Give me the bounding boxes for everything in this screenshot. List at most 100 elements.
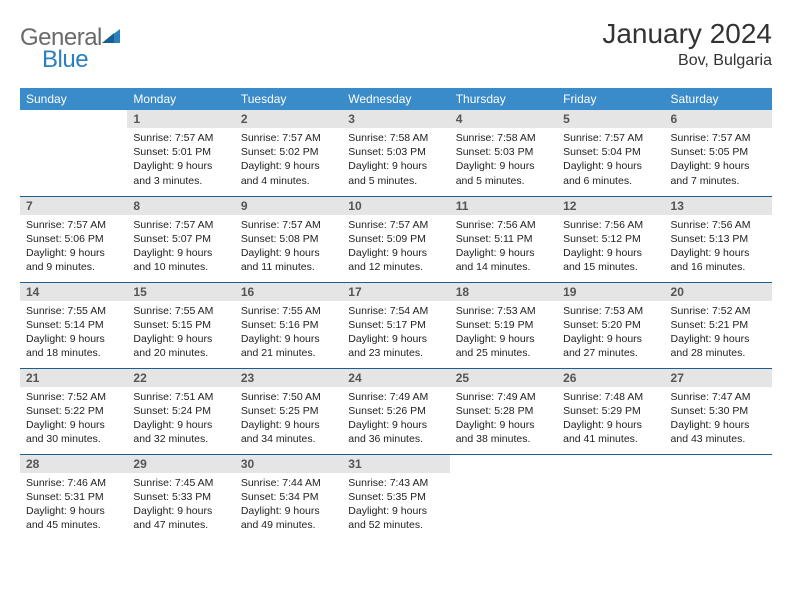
day-number: 7 (20, 197, 127, 215)
calendar-day-cell: 11Sunrise: 7:56 AMSunset: 5:11 PMDayligh… (450, 196, 557, 282)
day-number: 28 (20, 455, 127, 473)
day-number: 4 (450, 110, 557, 128)
day-details: Sunrise: 7:52 AMSunset: 5:21 PMDaylight:… (665, 301, 772, 365)
day-details: Sunrise: 7:57 AMSunset: 5:04 PMDaylight:… (557, 128, 664, 192)
day-number: 27 (665, 369, 772, 387)
day-number: 25 (450, 369, 557, 387)
day-number: 6 (665, 110, 772, 128)
day-number: 9 (235, 197, 342, 215)
day-number: 14 (20, 283, 127, 301)
day-details: Sunrise: 7:44 AMSunset: 5:34 PMDaylight:… (235, 473, 342, 537)
day-number: 26 (557, 369, 664, 387)
day-details: Sunrise: 7:48 AMSunset: 5:29 PMDaylight:… (557, 387, 664, 451)
calendar-day-cell (20, 110, 127, 196)
weekday-header: Wednesday (342, 88, 449, 110)
calendar-day-cell: 8Sunrise: 7:57 AMSunset: 5:07 PMDaylight… (127, 196, 234, 282)
day-details: Sunrise: 7:56 AMSunset: 5:13 PMDaylight:… (665, 215, 772, 279)
day-details: Sunrise: 7:57 AMSunset: 5:09 PMDaylight:… (342, 215, 449, 279)
day-number: 31 (342, 455, 449, 473)
day-details: Sunrise: 7:45 AMSunset: 5:33 PMDaylight:… (127, 473, 234, 537)
day-details: Sunrise: 7:53 AMSunset: 5:20 PMDaylight:… (557, 301, 664, 365)
day-number: 23 (235, 369, 342, 387)
calendar-day-cell: 31Sunrise: 7:43 AMSunset: 5:35 PMDayligh… (342, 454, 449, 540)
day-details: Sunrise: 7:54 AMSunset: 5:17 PMDaylight:… (342, 301, 449, 365)
day-details: Sunrise: 7:49 AMSunset: 5:28 PMDaylight:… (450, 387, 557, 451)
calendar-day-cell: 21Sunrise: 7:52 AMSunset: 5:22 PMDayligh… (20, 368, 127, 454)
calendar-day-cell: 16Sunrise: 7:55 AMSunset: 5:16 PMDayligh… (235, 282, 342, 368)
weekday-header: Monday (127, 88, 234, 110)
day-number: 20 (665, 283, 772, 301)
calendar-day-cell: 24Sunrise: 7:49 AMSunset: 5:26 PMDayligh… (342, 368, 449, 454)
day-details: Sunrise: 7:55 AMSunset: 5:16 PMDaylight:… (235, 301, 342, 365)
day-number: 22 (127, 369, 234, 387)
calendar-day-cell: 3Sunrise: 7:58 AMSunset: 5:03 PMDaylight… (342, 110, 449, 196)
day-number: 17 (342, 283, 449, 301)
calendar-day-cell: 10Sunrise: 7:57 AMSunset: 5:09 PMDayligh… (342, 196, 449, 282)
day-number: 19 (557, 283, 664, 301)
day-number: 5 (557, 110, 664, 128)
calendar-week-row: 1Sunrise: 7:57 AMSunset: 5:01 PMDaylight… (20, 110, 772, 196)
calendar-day-cell: 7Sunrise: 7:57 AMSunset: 5:06 PMDaylight… (20, 196, 127, 282)
calendar-header-row: SundayMondayTuesdayWednesdayThursdayFrid… (20, 88, 772, 110)
calendar-week-row: 14Sunrise: 7:55 AMSunset: 5:14 PMDayligh… (20, 282, 772, 368)
day-details: Sunrise: 7:50 AMSunset: 5:25 PMDaylight:… (235, 387, 342, 451)
calendar-week-row: 7Sunrise: 7:57 AMSunset: 5:06 PMDaylight… (20, 196, 772, 282)
day-details: Sunrise: 7:57 AMSunset: 5:05 PMDaylight:… (665, 128, 772, 192)
calendar-day-cell: 2Sunrise: 7:57 AMSunset: 5:02 PMDaylight… (235, 110, 342, 196)
day-number: 24 (342, 369, 449, 387)
day-details: Sunrise: 7:51 AMSunset: 5:24 PMDaylight:… (127, 387, 234, 451)
calendar-day-cell: 15Sunrise: 7:55 AMSunset: 5:15 PMDayligh… (127, 282, 234, 368)
calendar-day-cell: 19Sunrise: 7:53 AMSunset: 5:20 PMDayligh… (557, 282, 664, 368)
day-details: Sunrise: 7:46 AMSunset: 5:31 PMDaylight:… (20, 473, 127, 537)
day-number: 8 (127, 197, 234, 215)
weekday-header: Thursday (450, 88, 557, 110)
day-number: 2 (235, 110, 342, 128)
day-details: Sunrise: 7:55 AMSunset: 5:15 PMDaylight:… (127, 301, 234, 365)
day-number: 30 (235, 455, 342, 473)
day-details: Sunrise: 7:56 AMSunset: 5:12 PMDaylight:… (557, 215, 664, 279)
calendar-day-cell: 30Sunrise: 7:44 AMSunset: 5:34 PMDayligh… (235, 454, 342, 540)
day-details: Sunrise: 7:57 AMSunset: 5:07 PMDaylight:… (127, 215, 234, 279)
day-details: Sunrise: 7:57 AMSunset: 5:01 PMDaylight:… (127, 128, 234, 192)
day-number: 11 (450, 197, 557, 215)
day-number: 29 (127, 455, 234, 473)
day-details: Sunrise: 7:52 AMSunset: 5:22 PMDaylight:… (20, 387, 127, 451)
calendar-day-cell: 12Sunrise: 7:56 AMSunset: 5:12 PMDayligh… (557, 196, 664, 282)
day-details: Sunrise: 7:56 AMSunset: 5:11 PMDaylight:… (450, 215, 557, 279)
calendar-day-cell (665, 454, 772, 540)
calendar-day-cell: 9Sunrise: 7:57 AMSunset: 5:08 PMDaylight… (235, 196, 342, 282)
day-details: Sunrise: 7:49 AMSunset: 5:26 PMDaylight:… (342, 387, 449, 451)
calendar-day-cell: 26Sunrise: 7:48 AMSunset: 5:29 PMDayligh… (557, 368, 664, 454)
calendar-day-cell: 20Sunrise: 7:52 AMSunset: 5:21 PMDayligh… (665, 282, 772, 368)
calendar-day-cell: 23Sunrise: 7:50 AMSunset: 5:25 PMDayligh… (235, 368, 342, 454)
day-number: 15 (127, 283, 234, 301)
weekday-header: Saturday (665, 88, 772, 110)
calendar-day-cell: 29Sunrise: 7:45 AMSunset: 5:33 PMDayligh… (127, 454, 234, 540)
weekday-header: Friday (557, 88, 664, 110)
calendar-day-cell: 5Sunrise: 7:57 AMSunset: 5:04 PMDaylight… (557, 110, 664, 196)
day-details: Sunrise: 7:53 AMSunset: 5:19 PMDaylight:… (450, 301, 557, 365)
day-number: 21 (20, 369, 127, 387)
calendar-day-cell: 22Sunrise: 7:51 AMSunset: 5:24 PMDayligh… (127, 368, 234, 454)
calendar-week-row: 21Sunrise: 7:52 AMSunset: 5:22 PMDayligh… (20, 368, 772, 454)
day-details: Sunrise: 7:57 AMSunset: 5:08 PMDaylight:… (235, 215, 342, 279)
calendar-day-cell: 14Sunrise: 7:55 AMSunset: 5:14 PMDayligh… (20, 282, 127, 368)
day-details: Sunrise: 7:57 AMSunset: 5:06 PMDaylight:… (20, 215, 127, 279)
day-number: 18 (450, 283, 557, 301)
calendar-day-cell (450, 454, 557, 540)
day-number: 1 (127, 110, 234, 128)
calendar-day-cell: 6Sunrise: 7:57 AMSunset: 5:05 PMDaylight… (665, 110, 772, 196)
day-number: 16 (235, 283, 342, 301)
calendar-day-cell: 28Sunrise: 7:46 AMSunset: 5:31 PMDayligh… (20, 454, 127, 540)
calendar-day-cell: 25Sunrise: 7:49 AMSunset: 5:28 PMDayligh… (450, 368, 557, 454)
day-number: 12 (557, 197, 664, 215)
day-details: Sunrise: 7:58 AMSunset: 5:03 PMDaylight:… (342, 128, 449, 192)
day-number: 10 (342, 197, 449, 215)
day-details: Sunrise: 7:43 AMSunset: 5:35 PMDaylight:… (342, 473, 449, 537)
calendar-day-cell: 17Sunrise: 7:54 AMSunset: 5:17 PMDayligh… (342, 282, 449, 368)
day-details: Sunrise: 7:58 AMSunset: 5:03 PMDaylight:… (450, 128, 557, 192)
calendar-week-row: 28Sunrise: 7:46 AMSunset: 5:31 PMDayligh… (20, 454, 772, 540)
calendar-day-cell: 4Sunrise: 7:58 AMSunset: 5:03 PMDaylight… (450, 110, 557, 196)
calendar-table: SundayMondayTuesdayWednesdayThursdayFrid… (20, 88, 772, 540)
calendar-day-cell: 18Sunrise: 7:53 AMSunset: 5:19 PMDayligh… (450, 282, 557, 368)
